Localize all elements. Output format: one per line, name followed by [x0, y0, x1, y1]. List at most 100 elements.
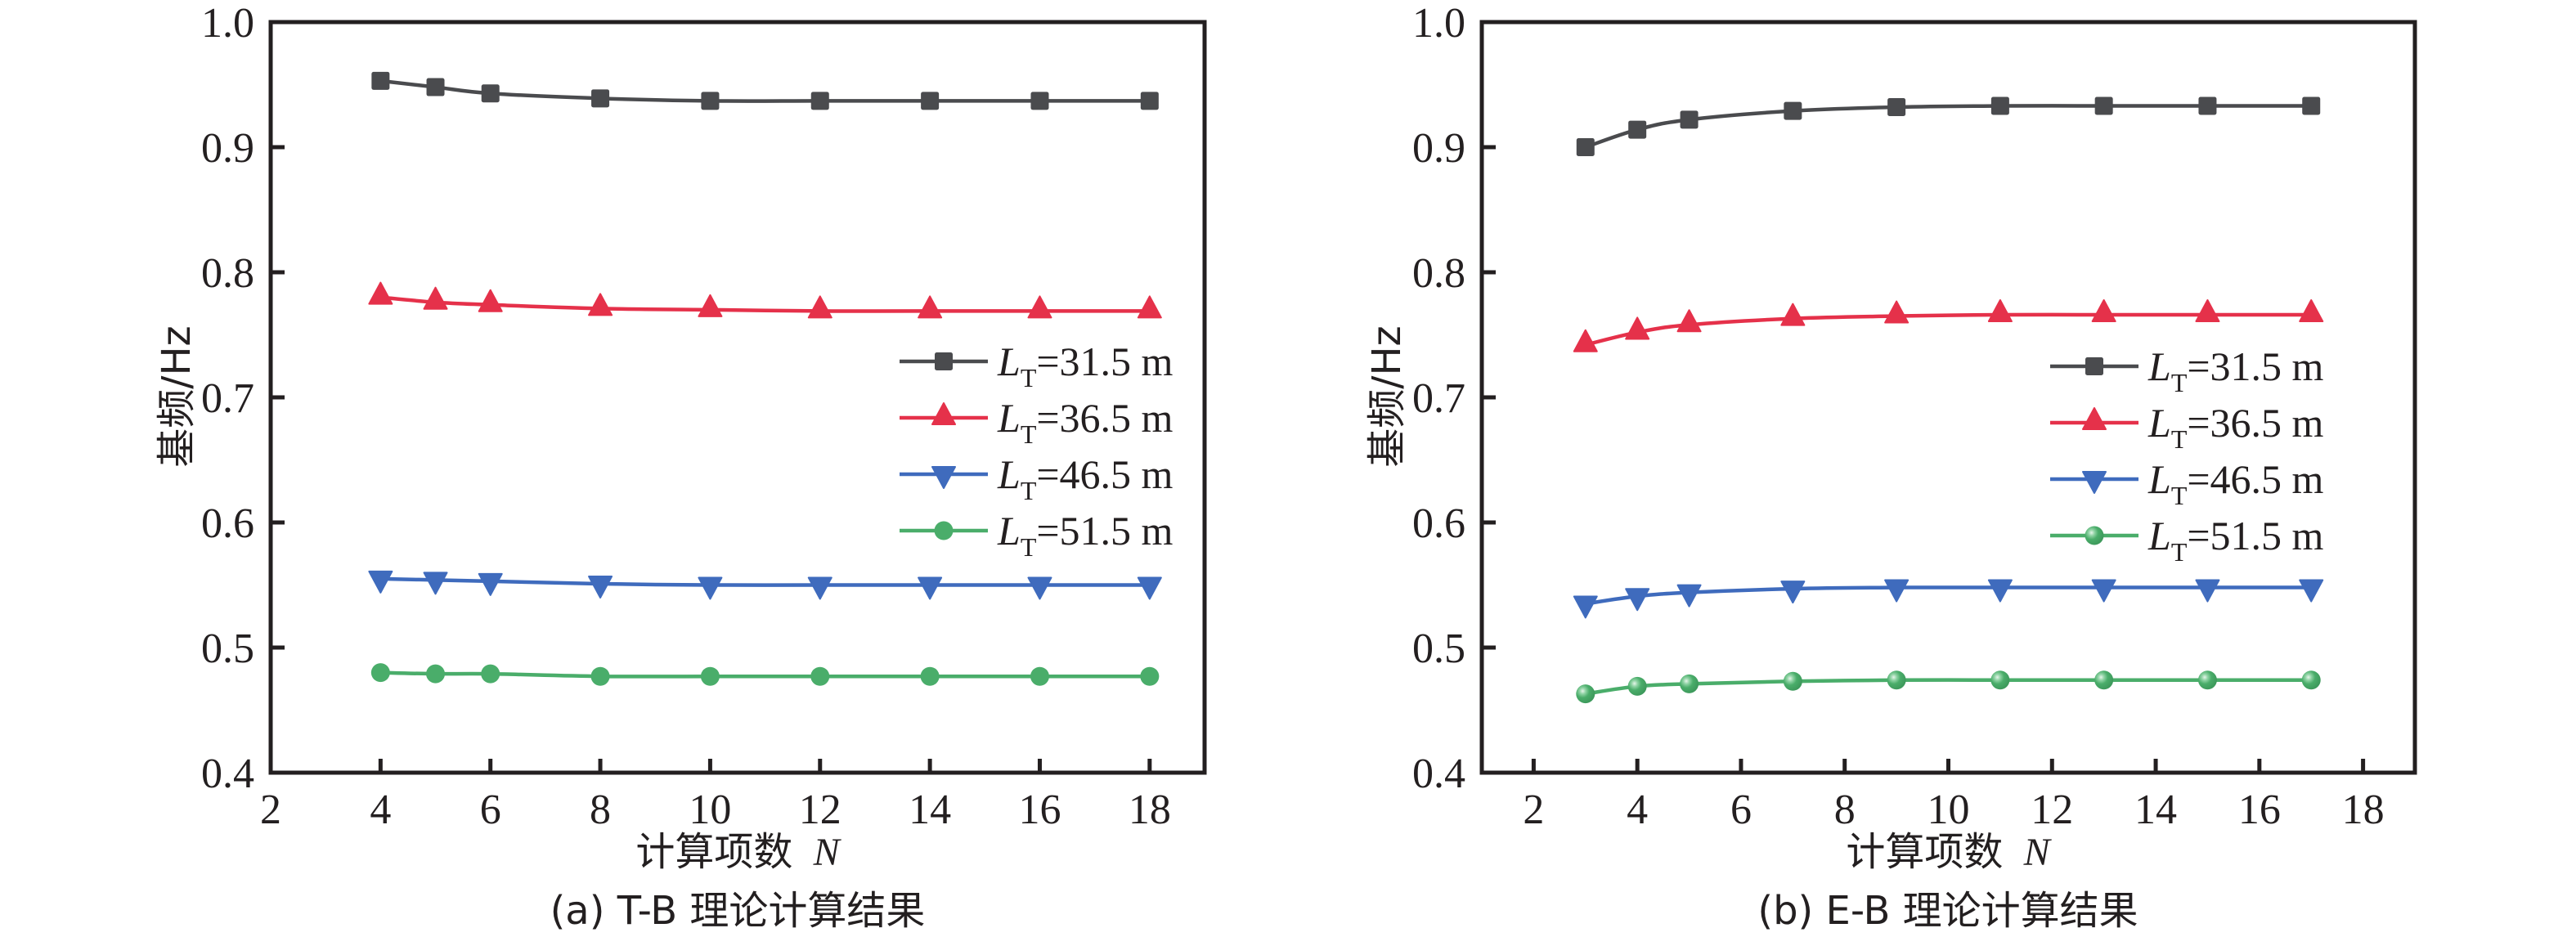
- series-line: [380, 78, 1150, 103]
- data-point: [590, 666, 610, 686]
- legend-item: LT=31.5 m: [2050, 343, 2324, 397]
- data-point: [426, 664, 446, 684]
- legend-label-value: =36.5 m: [2187, 400, 2323, 446]
- legend-label: LT=31.5 m: [997, 338, 1174, 392]
- data-point: [1990, 670, 2010, 690]
- series-line: [380, 576, 1150, 587]
- data-point: [370, 663, 390, 683]
- legend-label-value: =31.5 m: [1036, 338, 1173, 384]
- x-tick-label: 16: [2238, 787, 2281, 833]
- legend-marker: [935, 352, 953, 370]
- legend-item: LT=46.5 m: [2050, 456, 2324, 510]
- x-tick-label: 4: [370, 787, 391, 833]
- data-point: [1573, 595, 1598, 619]
- y-tick-label: 0.6: [1412, 500, 1465, 547]
- data-point: [1137, 576, 1162, 600]
- data-point: [1780, 303, 1806, 326]
- y-tick-label: 1.0: [1412, 0, 1465, 47]
- series-line: [1585, 312, 2312, 347]
- y-tick-label: 0.7: [201, 375, 254, 422]
- panel-caption: (b) E-B 理论计算结果: [1757, 888, 2138, 934]
- legend-label-symbol: L: [997, 395, 1021, 441]
- x-tick-label: 18: [2342, 787, 2385, 833]
- data-point: [1884, 300, 1910, 324]
- legend-item: LT=51.5 m: [900, 508, 1174, 562]
- data-point: [426, 78, 445, 96]
- data-point: [588, 575, 613, 599]
- legend-label: LT=51.5 m: [997, 508, 1174, 562]
- data-point: [481, 664, 500, 684]
- data-point: [698, 576, 723, 600]
- legend-label: LT=46.5 m: [2147, 456, 2324, 510]
- series-2: [368, 281, 1162, 319]
- data-point: [2299, 579, 2324, 603]
- data-point: [2197, 670, 2217, 690]
- data-point: [2299, 299, 2324, 323]
- y-tick-label: 0.9: [1412, 125, 1465, 172]
- data-point: [481, 84, 500, 103]
- data-point: [1030, 92, 1049, 110]
- data-point: [2198, 96, 2217, 115]
- data-point: [2195, 299, 2220, 323]
- legend-label: LT=51.5 m: [2147, 513, 2324, 567]
- data-point: [368, 570, 393, 594]
- panel-caption: (a) T-B 理论计算结果: [550, 888, 926, 934]
- legend-marker: [2085, 526, 2104, 545]
- y-axis-title: 基频/Hz: [1364, 325, 1410, 467]
- data-point: [368, 281, 393, 305]
- data-point: [1140, 666, 1160, 686]
- legend-label-value: =51.5 m: [2187, 513, 2323, 558]
- legend-label-value: =46.5 m: [1036, 451, 1173, 497]
- series-1: [1576, 96, 2321, 156]
- data-point: [810, 92, 829, 110]
- series-line: [1585, 585, 2312, 606]
- legend-label: LT=36.5 m: [2147, 400, 2324, 454]
- legend-item: LT=51.5 m: [2050, 513, 2324, 567]
- y-tick-label: 0.5: [201, 625, 254, 672]
- legend-label-symbol: L: [2147, 456, 2171, 502]
- data-point: [918, 576, 943, 600]
- legend-marker: [931, 466, 956, 489]
- y-tick-label: 0.4: [1412, 751, 1465, 797]
- data-point: [478, 289, 503, 312]
- data-point: [2091, 579, 2116, 603]
- series-line: [1585, 678, 2312, 696]
- y-tick-label: 0.5: [1412, 625, 1465, 672]
- x-tick-label: 8: [1834, 787, 1856, 833]
- legend-item: LT=46.5 m: [900, 451, 1174, 505]
- data-point: [591, 89, 610, 108]
- data-point: [700, 666, 720, 686]
- data-point: [1625, 588, 1650, 612]
- x-axis-title-var: N: [813, 831, 842, 874]
- legend-marker: [2082, 471, 2107, 494]
- legend-label-subscript: T: [1021, 363, 1037, 392]
- x-tick-label: 10: [1928, 787, 1970, 833]
- legend-label: LT=31.5 m: [2147, 343, 2324, 397]
- legend-label-symbol: L: [2147, 513, 2171, 558]
- y-tick-label: 0.4: [201, 751, 254, 797]
- data-point: [698, 294, 723, 317]
- legend-item: LT=36.5 m: [900, 395, 1174, 449]
- legend-label-symbol: L: [2147, 400, 2171, 446]
- data-point: [1030, 666, 1049, 686]
- legend-marker: [931, 402, 956, 425]
- series-2: [1573, 299, 2324, 352]
- x-axis-title-var: N: [2023, 831, 2053, 874]
- data-point: [1137, 295, 1162, 319]
- legend-label-subscript: T: [2171, 537, 2188, 567]
- x-tick-label: 10: [689, 787, 731, 833]
- legend-label-subscript: T: [1021, 476, 1037, 505]
- x-tick-label: 2: [260, 787, 281, 833]
- data-point: [2195, 579, 2220, 603]
- legend-marker: [2085, 357, 2103, 375]
- series-3: [1573, 579, 2324, 619]
- data-point: [921, 92, 940, 110]
- legend-label-value: =51.5 m: [1036, 508, 1173, 554]
- data-point: [1990, 96, 2009, 115]
- data-point: [1027, 576, 1052, 600]
- x-tick-label: 14: [909, 787, 951, 833]
- series-line: [1585, 104, 2312, 150]
- data-point: [807, 576, 832, 600]
- data-point: [807, 295, 832, 319]
